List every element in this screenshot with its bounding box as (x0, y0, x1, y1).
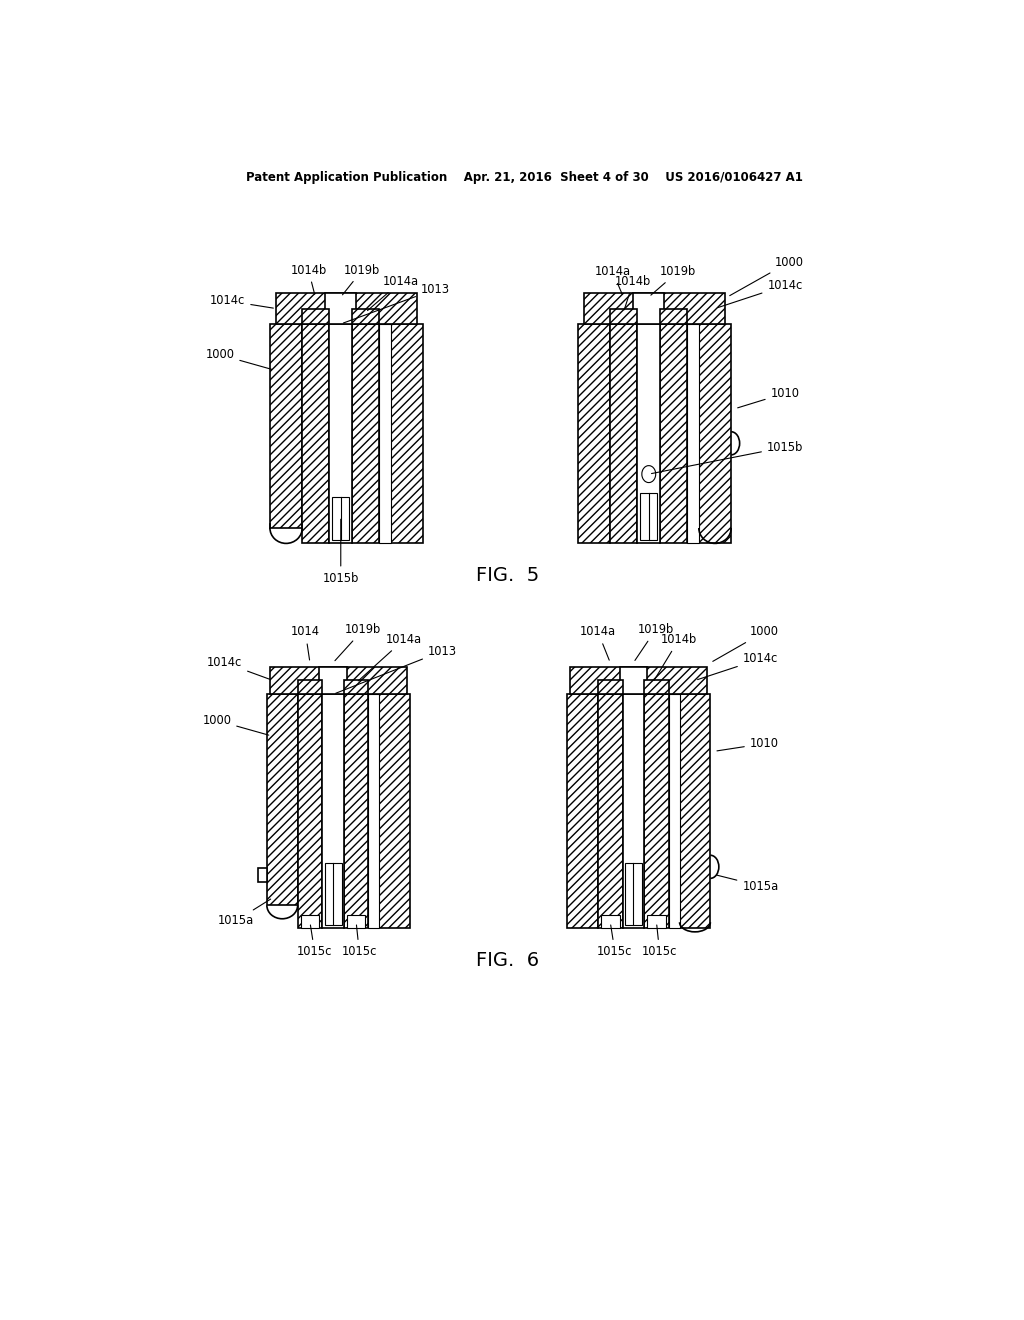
Bar (326, 293, 356, 323)
Bar (598, 694, 623, 928)
Text: 1014b: 1014b (654, 634, 697, 680)
Bar (620, 667, 647, 694)
Bar (660, 309, 687, 323)
Text: 1014c: 1014c (207, 656, 270, 680)
Bar (333, 498, 349, 540)
Text: 1010: 1010 (737, 387, 800, 408)
Bar (680, 694, 711, 928)
Text: 1015c: 1015c (297, 925, 333, 958)
Bar (584, 293, 725, 323)
Bar (578, 323, 610, 544)
Bar (610, 309, 637, 323)
Bar (301, 915, 319, 928)
Bar (567, 694, 598, 928)
Bar (634, 293, 665, 323)
Bar (379, 694, 410, 928)
Bar (319, 667, 347, 694)
Bar (270, 323, 302, 528)
Text: 1013: 1013 (336, 644, 457, 693)
Bar (391, 323, 423, 544)
Bar (323, 694, 344, 928)
Bar (644, 681, 669, 694)
Text: 1015a: 1015a (218, 899, 270, 927)
Bar (637, 323, 660, 544)
Bar (647, 915, 666, 928)
Text: 1019b: 1019b (651, 265, 696, 296)
Text: 1019b: 1019b (335, 623, 381, 661)
Text: 1014: 1014 (291, 626, 319, 660)
Text: 1014a: 1014a (580, 626, 616, 660)
Bar (330, 323, 352, 544)
Bar (352, 323, 379, 544)
Bar (347, 915, 366, 928)
Bar (644, 694, 669, 928)
Text: 1014c: 1014c (210, 294, 273, 308)
Bar (352, 309, 379, 323)
Bar (625, 863, 642, 924)
Bar (302, 323, 330, 544)
Bar (267, 694, 298, 906)
Text: 1010: 1010 (717, 737, 779, 751)
Bar (623, 694, 644, 928)
Bar (660, 323, 687, 544)
Text: 1015a: 1015a (717, 875, 778, 892)
Bar (669, 694, 680, 928)
Text: 1000: 1000 (206, 348, 272, 370)
Bar (325, 863, 342, 924)
Bar (698, 323, 731, 544)
Text: 1015c: 1015c (597, 925, 633, 958)
Bar (601, 915, 620, 928)
Bar (369, 694, 379, 928)
Text: 1014a: 1014a (358, 634, 422, 681)
Bar (598, 681, 623, 694)
Text: 1015b: 1015b (323, 519, 359, 585)
Text: 1000: 1000 (730, 256, 804, 296)
Text: 1019b: 1019b (635, 623, 674, 660)
Text: Patent Application Publication    Apr. 21, 2016  Sheet 4 of 30    US 2016/010642: Patent Application Publication Apr. 21, … (247, 172, 803, 185)
Text: 1015c: 1015c (341, 925, 377, 958)
Bar (298, 694, 323, 928)
Bar (640, 494, 657, 540)
Bar (610, 323, 637, 544)
Text: 1014a: 1014a (595, 265, 631, 294)
Text: 1014b: 1014b (291, 264, 327, 294)
Bar (379, 323, 391, 544)
Text: 1000: 1000 (713, 626, 779, 661)
Bar (276, 293, 417, 323)
Bar (570, 667, 708, 694)
Bar (298, 681, 323, 694)
Text: 1015c: 1015c (642, 925, 677, 958)
Text: 1013: 1013 (343, 282, 450, 323)
Text: FIG.  5: FIG. 5 (476, 566, 540, 585)
Bar (302, 309, 330, 323)
Bar (270, 667, 407, 694)
Bar (687, 323, 698, 544)
Bar (344, 694, 369, 928)
Text: 1015b: 1015b (651, 441, 803, 474)
Text: 1014c: 1014c (718, 279, 803, 308)
Bar (344, 681, 369, 694)
Text: 1014b: 1014b (615, 275, 651, 310)
Text: FIG.  6: FIG. 6 (476, 952, 540, 970)
Text: 1019b: 1019b (342, 264, 381, 294)
Text: 1014c: 1014c (697, 652, 778, 680)
Text: 1014a: 1014a (368, 275, 419, 310)
Bar (258, 869, 267, 882)
Text: 1000: 1000 (203, 714, 268, 735)
